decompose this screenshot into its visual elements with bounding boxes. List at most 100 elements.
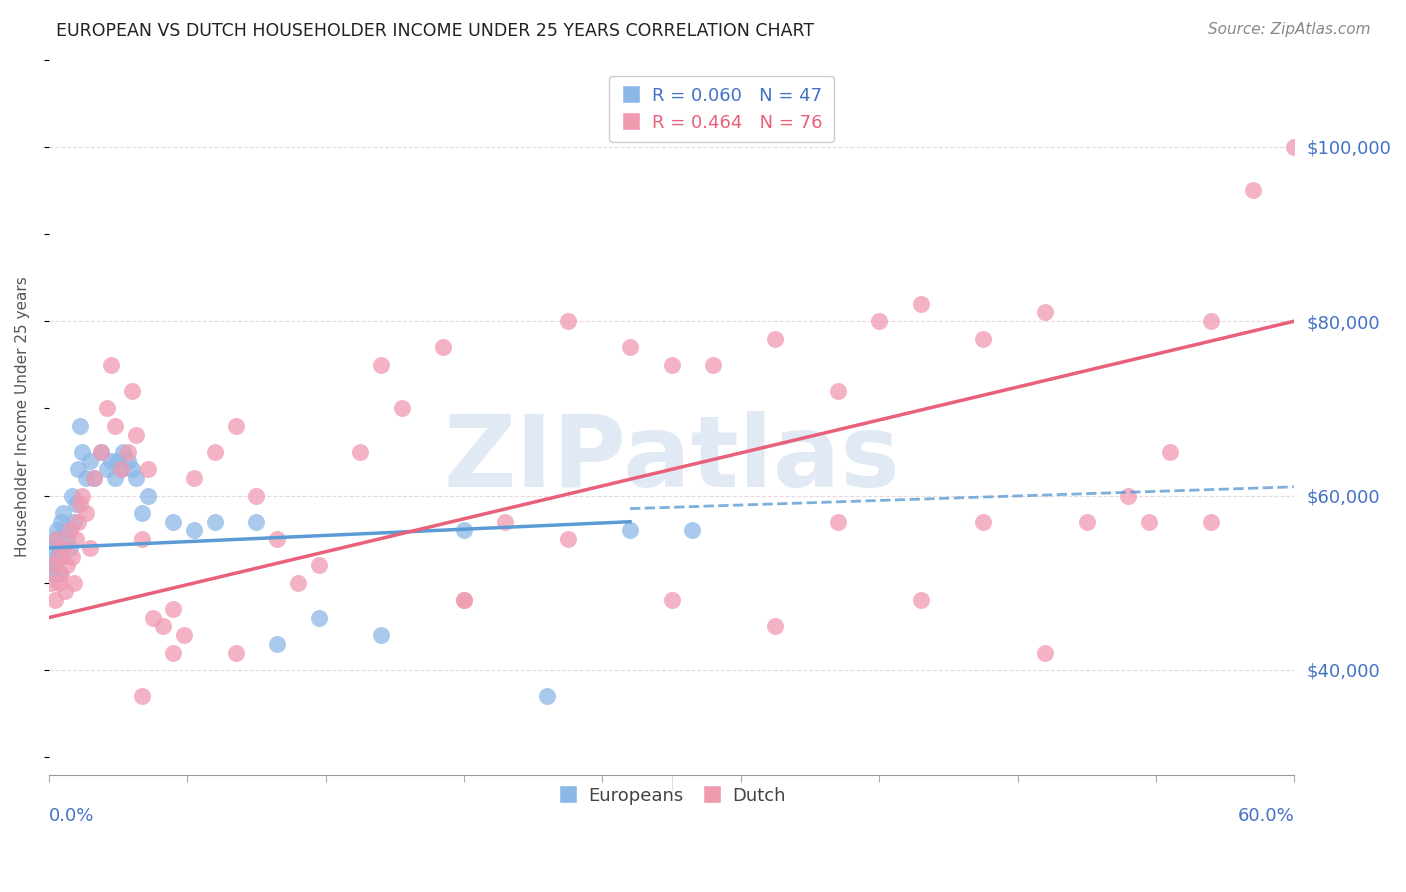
Point [453, 593, 475, 607]
Point [204, 445, 226, 459]
Point [110, 462, 132, 476]
Point [121, 462, 143, 476]
Point [79, 541, 101, 555]
Point [1284, 140, 1306, 154]
Point [763, 619, 786, 633]
Point [495, 515, 517, 529]
Point [58, 541, 80, 555]
Point [661, 358, 683, 372]
Point [121, 384, 143, 398]
Point [370, 628, 392, 642]
Point [536, 689, 558, 703]
Point [972, 515, 994, 529]
Point [60, 549, 83, 564]
Y-axis label: Householder Income Under 25 years: Householder Income Under 25 years [15, 277, 30, 558]
Point [69, 497, 91, 511]
Point [53, 584, 76, 599]
Point [51, 515, 73, 529]
Point [56, 558, 79, 573]
Text: EUROPEAN VS DUTCH HOUSEHOLDER INCOME UNDER 25 YEARS CORRELATION CHART: EUROPEAN VS DUTCH HOUSEHOLDER INCOME UND… [56, 22, 814, 40]
Point [90, 445, 112, 459]
Point [44, 558, 66, 573]
Point [141, 610, 163, 624]
Point [53, 524, 76, 538]
Point [1076, 515, 1098, 529]
Point [42, 558, 65, 573]
Point [162, 602, 184, 616]
Point [287, 575, 309, 590]
Point [370, 358, 392, 372]
Point [46, 549, 69, 564]
Point [48, 541, 70, 555]
Point [100, 358, 122, 372]
Point [42, 541, 65, 555]
Point [910, 297, 932, 311]
Point [349, 445, 371, 459]
Text: 0.0%: 0.0% [49, 806, 94, 825]
Point [266, 637, 288, 651]
Point [51, 567, 73, 582]
Point [661, 593, 683, 607]
Point [763, 332, 786, 346]
Point [432, 340, 454, 354]
Point [70, 445, 93, 459]
Point [52, 506, 75, 520]
Point [173, 628, 195, 642]
Point [125, 427, 148, 442]
Point [1201, 314, 1223, 328]
Point [453, 524, 475, 538]
Point [245, 515, 267, 529]
Point [75, 506, 97, 520]
Point [96, 462, 118, 476]
Point [60, 489, 83, 503]
Point [1137, 515, 1160, 529]
Point [48, 567, 70, 582]
Point [39, 575, 62, 590]
Point [125, 471, 148, 485]
Point [162, 646, 184, 660]
Point [138, 462, 160, 476]
Point [104, 418, 127, 433]
Point [75, 471, 97, 485]
Point [65, 497, 87, 511]
Point [131, 689, 153, 703]
Point [51, 549, 73, 564]
Point [62, 515, 84, 529]
Point [131, 532, 153, 546]
Point [557, 532, 579, 546]
Point [48, 575, 70, 590]
Point [42, 567, 65, 582]
Point [112, 445, 135, 459]
Point [1116, 489, 1139, 503]
Point [702, 358, 724, 372]
Point [104, 471, 127, 485]
Point [204, 515, 226, 529]
Text: 60.0%: 60.0% [1237, 806, 1295, 825]
Point [66, 515, 89, 529]
Point [131, 506, 153, 520]
Point [62, 575, 84, 590]
Point [83, 471, 105, 485]
Legend: Europeans, Dutch: Europeans, Dutch [550, 780, 793, 812]
Point [391, 401, 413, 416]
Point [681, 524, 703, 538]
Point [69, 418, 91, 433]
Point [79, 453, 101, 467]
Point [70, 489, 93, 503]
Point [105, 453, 128, 467]
Point [827, 515, 849, 529]
Point [65, 532, 87, 546]
Point [183, 524, 205, 538]
Point [972, 332, 994, 346]
Point [162, 515, 184, 529]
Point [619, 524, 641, 538]
Point [453, 593, 475, 607]
Point [910, 593, 932, 607]
Point [308, 558, 330, 573]
Point [1033, 646, 1056, 660]
Point [96, 401, 118, 416]
Point [117, 445, 139, 459]
Point [557, 314, 579, 328]
Point [52, 541, 75, 555]
Point [266, 532, 288, 546]
